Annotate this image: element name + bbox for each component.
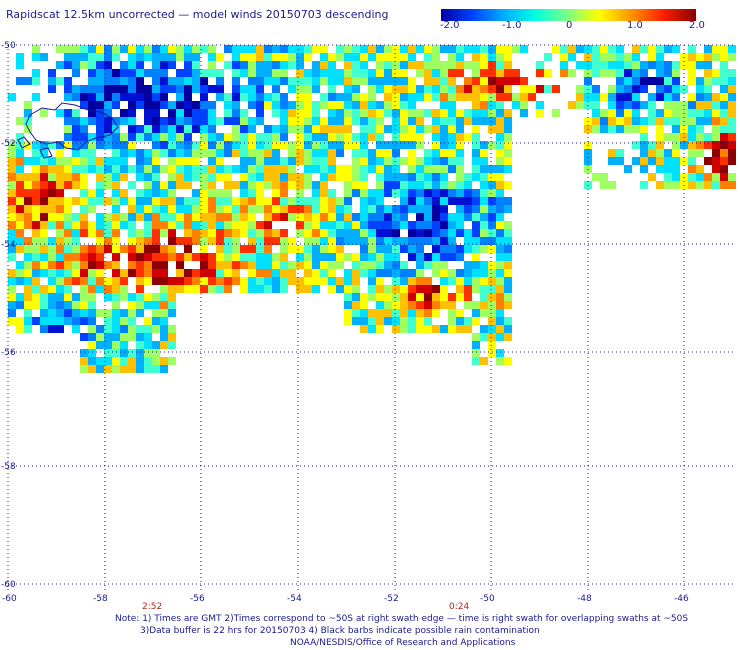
lon-label-46: -46 xyxy=(674,594,689,604)
lat-label-60: -60 xyxy=(1,580,16,590)
lat-label-56: -56 xyxy=(1,348,16,358)
lon-label-58: -58 xyxy=(93,594,108,604)
lon-label-50: -50 xyxy=(480,594,495,604)
swath-time-left: 2:52 xyxy=(142,602,162,610)
coastline-outline xyxy=(17,102,119,159)
map-title: Rapidscat 12.5km uncorrected — model win… xyxy=(6,8,389,21)
colorbar-label-neg1: -1.0 xyxy=(502,20,522,31)
swath-time-right: 0:24 xyxy=(449,602,469,610)
lon-label-52: -52 xyxy=(384,594,399,604)
lat-label-50: -50 xyxy=(1,41,16,51)
wind-map-plot: -50 -52 -54 -56 -58 -60 -60 -58 -56 -54 … xyxy=(1,41,736,610)
colorbar-label-min: -2.0 xyxy=(440,20,460,31)
footnote-line-3: NOAA/NESDIS/Office of Research and Appli… xyxy=(290,638,516,648)
color-scale-bar xyxy=(441,9,696,21)
colorbar-label-max: 2.0 xyxy=(689,20,705,31)
lat-label-54: -54 xyxy=(1,240,16,250)
graticule xyxy=(7,44,735,590)
lat-label-58: -58 xyxy=(1,462,16,472)
colorbar-label-pos1: 1.0 xyxy=(627,20,643,31)
wind-difference-cells xyxy=(8,45,736,373)
lon-label-48: -48 xyxy=(577,594,592,604)
footnote-line-2: 3)Data buffer is 22 hrs for 20150703 4) … xyxy=(140,626,540,636)
lat-label-52: -52 xyxy=(1,139,16,149)
lon-label-54: -54 xyxy=(287,594,302,604)
lon-label-56: -56 xyxy=(190,594,205,604)
colorbar-label-zero: 0 xyxy=(566,20,573,31)
lon-label-60: -60 xyxy=(2,594,17,604)
footnote-line-1: Note: 1) Times are GMT 2)Times correspon… xyxy=(115,614,689,624)
